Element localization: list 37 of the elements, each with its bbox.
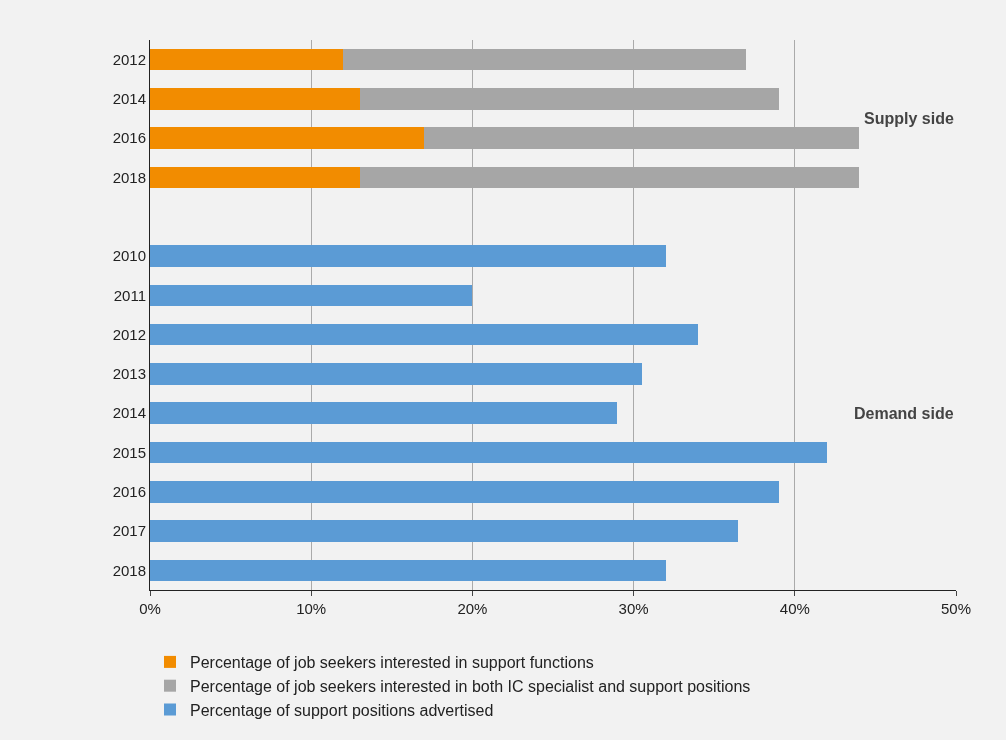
- bar: [150, 284, 473, 307]
- y-tick-label: 2016: [112, 483, 146, 501]
- annotation: Demand side: [854, 405, 954, 422]
- y-tick-label: 2018: [112, 561, 146, 579]
- y-tick-label: 2018: [112, 168, 146, 186]
- bar: [150, 480, 779, 503]
- bar: [150, 127, 425, 150]
- y-tick-label: 2010: [112, 247, 146, 265]
- bar: [150, 559, 666, 582]
- y-tick-label: 2011: [113, 286, 146, 304]
- x-tick-label: 30%: [618, 600, 649, 617]
- bar: [150, 48, 344, 71]
- bar: [150, 441, 828, 464]
- bar: [150, 402, 618, 425]
- bar: [150, 323, 699, 346]
- annotation: Supply side: [864, 110, 954, 127]
- bar: [150, 166, 360, 189]
- y-tick-label: 2013: [112, 365, 146, 383]
- x-tick-label: 0%: [139, 600, 161, 617]
- legend-label: Percentage of support positions advertised: [190, 701, 494, 719]
- x-tick-label: 10%: [296, 600, 327, 617]
- bar: [150, 363, 642, 385]
- y-tick-label: 2015: [112, 443, 146, 461]
- bar: [150, 88, 360, 110]
- x-tick-label: 20%: [457, 600, 488, 617]
- y-tick-label: 2014: [112, 404, 146, 422]
- y-tick-label: 2012: [112, 325, 146, 343]
- bar: [150, 520, 739, 542]
- legend-label: Percentage of job seekers interested in both IC specialist and support positions: [190, 677, 751, 695]
- y-tick-label: 2014: [112, 90, 146, 108]
- y-tick-label: 2012: [112, 50, 146, 68]
- y-tick-label: 2017: [112, 522, 146, 540]
- x-tick-label: 50%: [940, 600, 972, 617]
- x-tick-label: 40%: [779, 600, 810, 617]
- y-tick-label: 2016: [112, 129, 146, 147]
- bar: [150, 245, 666, 267]
- legend-label: Percentage of job seekers interested in support functions: [190, 654, 594, 672]
